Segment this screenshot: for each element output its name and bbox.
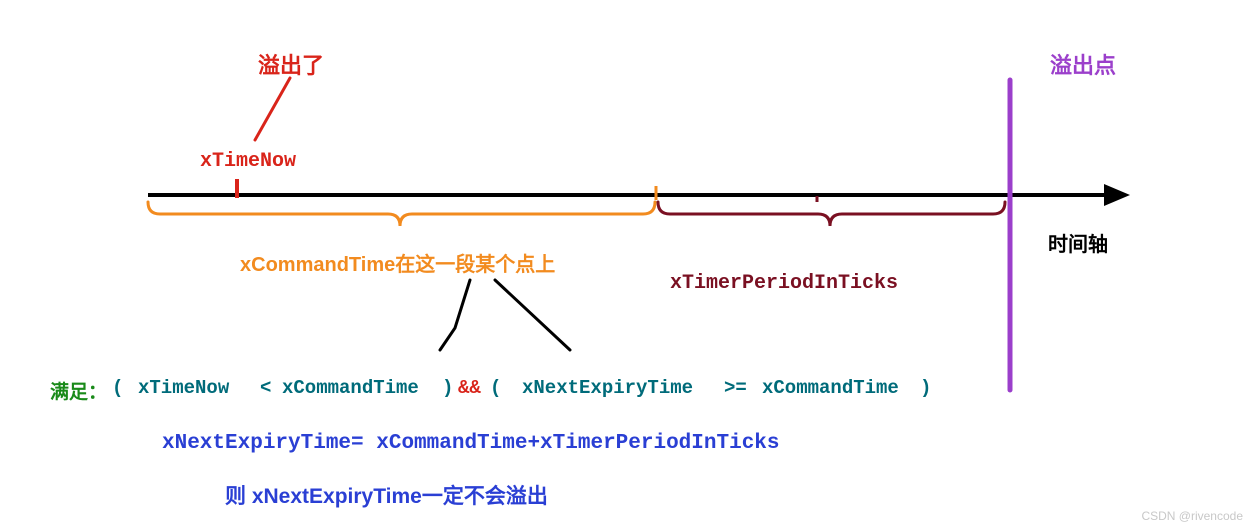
cond-xcmd1: xCommandTime: [282, 377, 419, 399]
orange-brace: [148, 202, 655, 226]
black-connector-left: [440, 280, 470, 350]
label-xtimenow: xTimeNow: [200, 150, 296, 173]
cond-xnext: xNextExpiryTime: [522, 377, 693, 399]
cond-rparen2: ): [920, 377, 931, 399]
label-time-axis: 时间轴: [1048, 228, 1108, 257]
cond-and: &&: [458, 377, 481, 399]
red-connector-line: [255, 78, 290, 140]
cond-gte: >=: [724, 377, 747, 399]
cond-xtimenow: xTimeNow: [138, 377, 229, 399]
watermark: CSDN @rivencode: [1141, 509, 1243, 523]
label-overflow-done: 溢出了: [258, 48, 324, 80]
maroon-brace: [658, 202, 1005, 226]
cond-lparen2: (: [490, 377, 501, 399]
formula-line: xNextExpiryTime= xCommandTime+xTimerPeri…: [162, 432, 780, 455]
cond-rparen1: ): [442, 377, 453, 399]
black-connector-right: [495, 280, 570, 350]
cond-lt: <: [260, 377, 271, 399]
conclusion-line: 则 xNextExpiryTime一定不会溢出: [225, 480, 548, 510]
label-xcommandtime-range: xCommandTime在这一段某个点上: [240, 248, 555, 277]
cond-lparen1: (: [112, 377, 123, 399]
cond-prefix: 满足：: [50, 377, 107, 404]
arrowhead-icon: [1104, 184, 1130, 206]
label-overflow-point: 溢出点: [1050, 48, 1116, 80]
cond-xcmd2: xCommandTime: [762, 377, 899, 399]
label-xtimerperiod: xTimerPeriodInTicks: [670, 272, 898, 295]
condition-expression: 满足： ( xTimeNow < xCommandTime ) && ( xNe…: [0, 377, 1253, 403]
